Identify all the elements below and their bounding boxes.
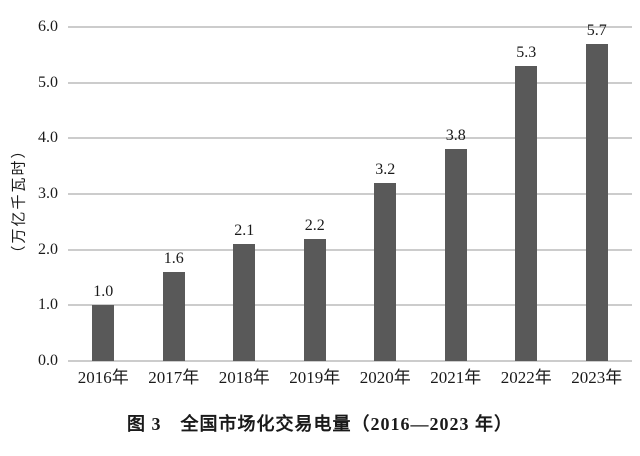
bar <box>162 271 185 361</box>
y-tick-label: 1.0 <box>38 296 58 314</box>
bar <box>303 238 326 361</box>
plot-area: 1.0 1.6 2.1 2.2 3.2 3.8 5.3 5.7 <box>68 22 632 362</box>
bar-value-label: 2.2 <box>304 216 325 234</box>
x-tick-label: 2019年 <box>289 368 341 387</box>
y-tick-label: 0.0 <box>38 352 58 369</box>
x-tick-label: 2020年 <box>359 368 411 387</box>
bar <box>515 65 538 361</box>
bar <box>374 182 397 361</box>
y-tick-label: 3.0 <box>38 185 58 202</box>
bar-value-label: 5.7 <box>586 21 607 39</box>
y-tick-label: 6.0 <box>38 18 58 35</box>
bar <box>92 305 115 361</box>
chart-caption: 图 3 全国市场化交易电量（2016—2023 年） <box>127 414 513 434</box>
x-tick-label: 2022年 <box>500 368 552 387</box>
bar <box>585 43 608 361</box>
bar-value-label: 5.3 <box>516 43 537 61</box>
bar-value-label: 1.6 <box>163 249 184 267</box>
y-tick-label: 2.0 <box>38 240 58 258</box>
gridline <box>68 81 632 84</box>
x-tick-label: 2017年 <box>148 368 200 387</box>
bar <box>444 149 467 361</box>
y-tick-label: 4.0 <box>38 129 58 147</box>
x-tick-label: 2021年 <box>430 368 482 387</box>
gridline <box>68 360 632 362</box>
bar-value-label: 3.2 <box>375 160 396 178</box>
gridline <box>68 26 632 28</box>
bar <box>233 244 256 361</box>
y-tick-label: 5.0 <box>38 73 58 91</box>
x-tick-label: 2023年 <box>571 368 623 387</box>
x-tick-label: 2018年 <box>218 368 270 387</box>
bar-value-label: 2.1 <box>234 222 255 240</box>
x-tick-label: 2016年 <box>77 368 129 387</box>
bar-value-label: 3.8 <box>445 127 466 145</box>
gridline <box>68 137 632 140</box>
bar-value-label: 1.0 <box>93 283 114 301</box>
gridline <box>68 193 632 195</box>
gridline <box>68 304 632 307</box>
gridline <box>68 248 632 251</box>
